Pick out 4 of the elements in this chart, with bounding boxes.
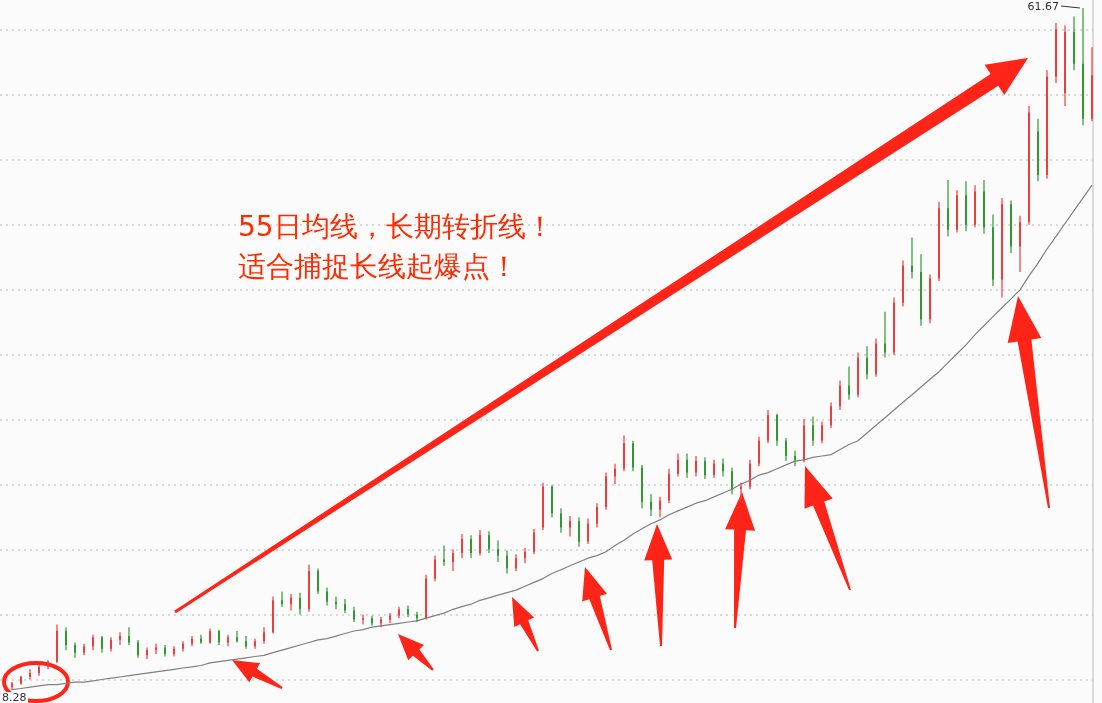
annotation: 适合捕捉长线起爆点！ [238,250,518,283]
annotation: 61.67 [1027,0,1059,13]
annotation: 55日均线，长期转折线！ [238,210,554,243]
text: 8.28 [2,691,27,703]
